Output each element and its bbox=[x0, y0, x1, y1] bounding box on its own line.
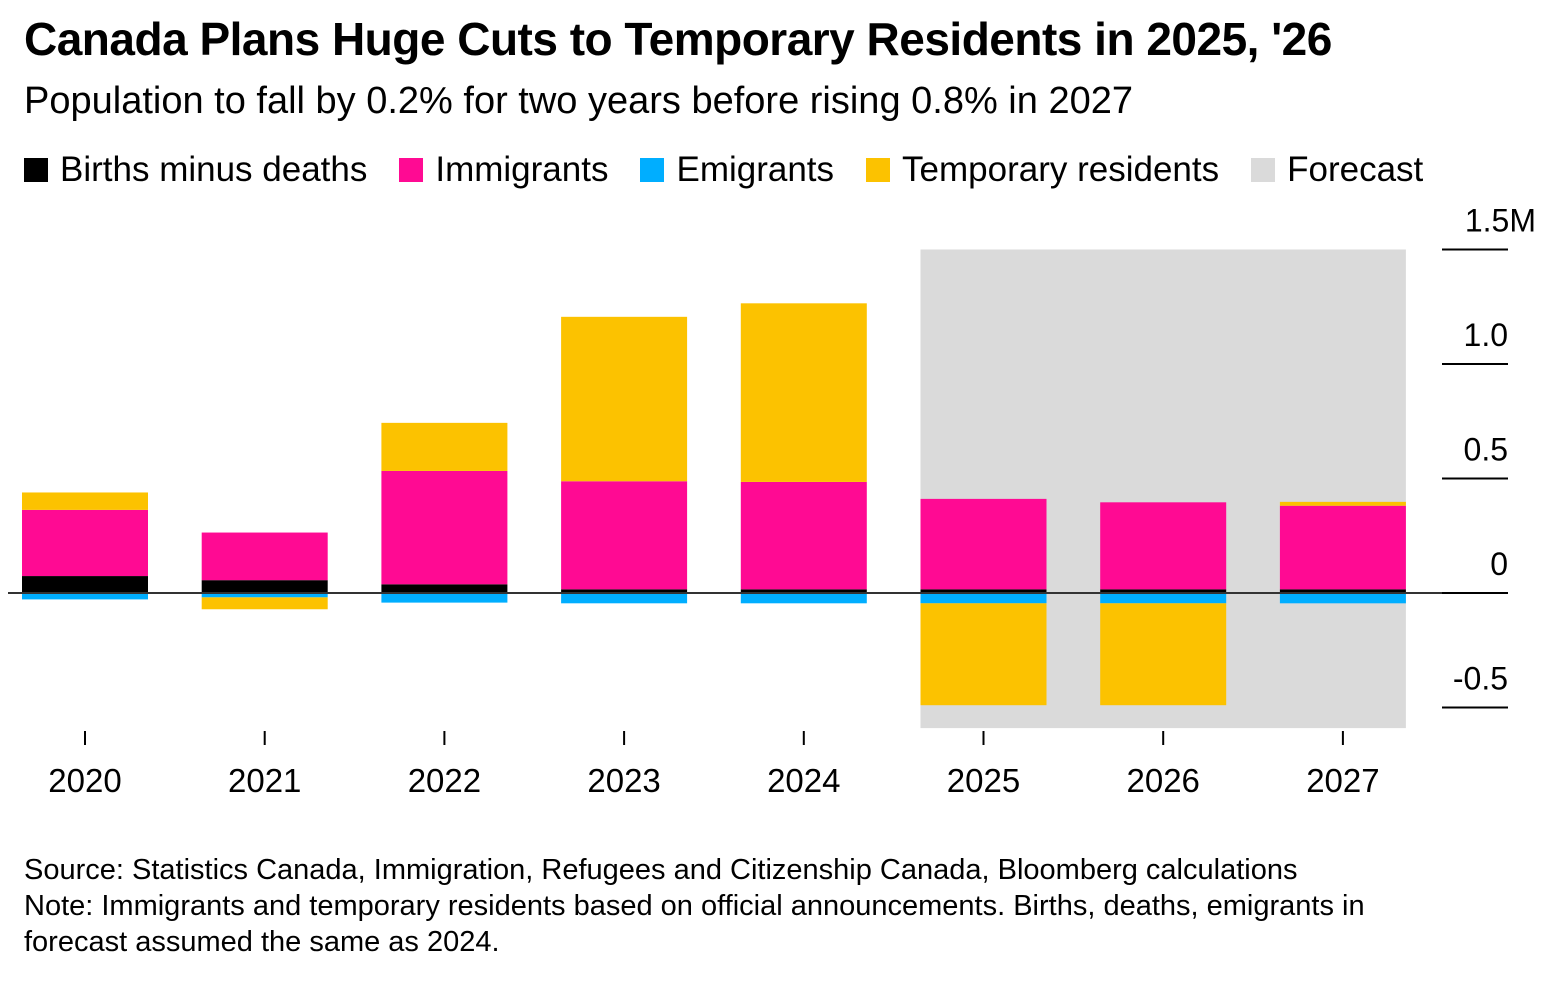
bar-births-minus-deaths-2023 bbox=[561, 589, 688, 593]
bar-immigrants-2020 bbox=[22, 509, 148, 577]
legend-label: Temporary residents bbox=[902, 150, 1220, 189]
legend-swatch bbox=[399, 158, 424, 182]
bar-temporary-residents-2021 bbox=[201, 597, 328, 610]
chart-footer: Source: Statistics Canada, Immigration, … bbox=[24, 852, 1365, 960]
legend-swatch bbox=[1251, 158, 1276, 182]
source-text: Source: Statistics Canada, Immigration, … bbox=[24, 854, 1298, 886]
legend-item-forecast: Forecast bbox=[1251, 150, 1423, 190]
y-tick-label: 1.0 bbox=[1464, 317, 1508, 353]
bar-temporary-residents-2022 bbox=[381, 422, 508, 471]
legend-swatch bbox=[24, 158, 48, 182]
bar-immigrants-2021 bbox=[201, 532, 328, 581]
bar-temporary-residents-2023 bbox=[561, 316, 688, 482]
bar-emigrants-2026 bbox=[1100, 593, 1227, 604]
legend-label: Emigrants bbox=[676, 150, 835, 189]
x-tick-label-2020: 2020 bbox=[48, 762, 121, 799]
legend-item-temporary-residents: Temporary residents bbox=[866, 150, 1219, 190]
legend-item-immigrants: Immigrants bbox=[399, 150, 608, 190]
bar-immigrants-2025 bbox=[920, 498, 1047, 590]
x-tick-label-2025: 2025 bbox=[947, 762, 1020, 799]
bar-births-minus-deaths-2026 bbox=[1100, 589, 1227, 593]
bar-temporary-residents-2025 bbox=[920, 603, 1047, 706]
bar-temporary-residents-2027 bbox=[1279, 501, 1406, 506]
bar-emigrants-2020 bbox=[22, 593, 148, 600]
bar-emigrants-2022 bbox=[381, 593, 508, 603]
bar-temporary-residents-2024 bbox=[740, 303, 867, 482]
legend-label: Immigrants bbox=[435, 150, 609, 189]
note-text-line-2: forecast assumed the same as 2024. bbox=[24, 926, 500, 958]
y-tick-label: -0.5 bbox=[1453, 661, 1508, 697]
bar-immigrants-2023 bbox=[561, 481, 688, 590]
bar-births-minus-deaths-2025 bbox=[920, 589, 1047, 593]
legend: Births minus deaths Immigrants Emigrants… bbox=[24, 148, 1423, 192]
legend-item-emigrants: Emigrants bbox=[640, 150, 834, 190]
bar-immigrants-2024 bbox=[740, 481, 867, 590]
x-tick-label-2021: 2021 bbox=[228, 762, 301, 799]
bar-immigrants-2026 bbox=[1100, 502, 1227, 590]
bar-emigrants-2023 bbox=[561, 593, 688, 604]
x-tick-label-2023: 2023 bbox=[587, 762, 660, 799]
bar-emigrants-2027 bbox=[1279, 593, 1406, 604]
bar-immigrants-2022 bbox=[381, 470, 508, 585]
x-tick-label-2026: 2026 bbox=[1126, 762, 1199, 799]
bar-births-minus-deaths-2020 bbox=[22, 576, 148, 593]
x-tick-label-2022: 2022 bbox=[408, 762, 481, 799]
legend-swatch bbox=[866, 158, 891, 182]
bar-births-minus-deaths-2027 bbox=[1279, 589, 1406, 593]
chart-title: Canada Plans Huge Cuts to Temporary Resi… bbox=[24, 13, 1332, 65]
bar-births-minus-deaths-2024 bbox=[740, 589, 867, 593]
bar-immigrants-2027 bbox=[1279, 505, 1406, 590]
chart-plot: -0.5 0 0.5 1.0 1.5M 2020 2021 2022 2023 2024 2025 2… bbox=[8, 203, 1536, 799]
legend-swatch bbox=[640, 158, 665, 182]
chart-subtitle: Population to fall by 0.2% for two years… bbox=[24, 80, 1133, 122]
bar-births-minus-deaths-2021 bbox=[201, 580, 328, 593]
bar-temporary-residents-2020 bbox=[22, 492, 148, 510]
bar-births-minus-deaths-2022 bbox=[381, 584, 508, 593]
legend-label: Forecast bbox=[1287, 150, 1424, 189]
bar-emigrants-2021 bbox=[201, 593, 328, 598]
bar-emigrants-2024 bbox=[740, 593, 867, 604]
legend-label: Births minus deaths bbox=[60, 150, 368, 189]
x-tick-label-2024: 2024 bbox=[767, 762, 840, 799]
bar-emigrants-2025 bbox=[920, 593, 1047, 604]
y-tick-label: 1.5M bbox=[1465, 203, 1536, 239]
y-tick-label: 0 bbox=[1490, 546, 1508, 582]
bar-temporary-residents-2026 bbox=[1100, 603, 1227, 706]
y-tick-label: 0.5 bbox=[1464, 432, 1508, 468]
x-tick-label-2027: 2027 bbox=[1306, 762, 1379, 799]
note-text-line-1: Note: Immigrants and temporary residents… bbox=[24, 890, 1365, 922]
legend-item-births-minus-deaths: Births minus deaths bbox=[24, 150, 367, 190]
